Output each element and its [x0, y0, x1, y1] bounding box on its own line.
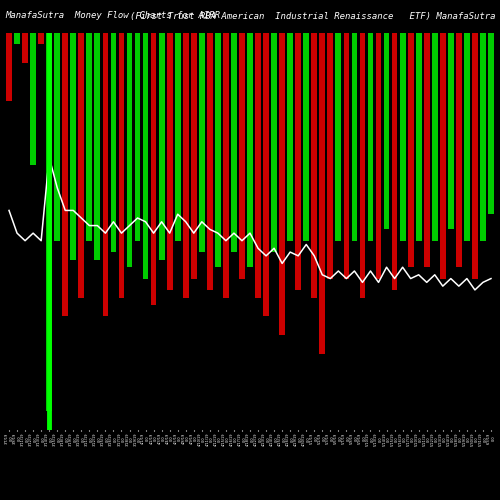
Bar: [472, 32, 478, 278]
Bar: [408, 32, 414, 267]
Bar: [456, 32, 462, 267]
Bar: [448, 32, 454, 230]
Bar: [328, 32, 333, 278]
Bar: [247, 32, 253, 267]
Bar: [46, 32, 52, 411]
Bar: [54, 32, 60, 240]
Bar: [175, 32, 180, 240]
Bar: [6, 32, 12, 100]
Bar: [118, 32, 124, 298]
Bar: [255, 32, 261, 298]
Bar: [223, 32, 229, 298]
Bar: [432, 32, 438, 240]
Bar: [239, 32, 245, 278]
Bar: [183, 32, 188, 298]
Bar: [384, 32, 390, 230]
Bar: [150, 32, 156, 305]
Bar: [62, 32, 68, 317]
Bar: [271, 32, 277, 252]
Bar: [70, 32, 76, 260]
Bar: [102, 32, 108, 317]
Bar: [279, 32, 285, 336]
Bar: [392, 32, 398, 290]
Bar: [263, 32, 269, 317]
Bar: [38, 32, 44, 44]
Bar: [167, 32, 172, 290]
Bar: [288, 32, 293, 240]
Bar: [207, 32, 212, 290]
Bar: [440, 32, 446, 278]
Bar: [22, 32, 28, 63]
Bar: [78, 32, 84, 298]
Bar: [400, 32, 406, 240]
Bar: [126, 32, 132, 267]
Bar: [296, 32, 301, 290]
Bar: [30, 32, 36, 165]
Bar: [199, 32, 204, 252]
Bar: [424, 32, 430, 267]
Bar: [464, 32, 470, 240]
Bar: [86, 32, 92, 240]
Bar: [158, 32, 164, 260]
Bar: [312, 32, 317, 298]
Bar: [480, 32, 486, 240]
Bar: [191, 32, 196, 278]
Bar: [134, 32, 140, 240]
Bar: [376, 32, 382, 278]
Bar: [14, 32, 20, 44]
Text: (First Trust RBA American  Industrial Renaissance   ETF) ManafaSutra: (First Trust RBA American Industrial Ren…: [130, 12, 495, 20]
Bar: [336, 32, 342, 240]
Bar: [110, 32, 116, 252]
Bar: [94, 32, 100, 260]
Bar: [320, 32, 325, 354]
Bar: [142, 32, 148, 278]
Bar: [344, 32, 349, 278]
Bar: [231, 32, 237, 252]
Bar: [488, 32, 494, 214]
Bar: [304, 32, 309, 240]
Bar: [215, 32, 221, 267]
Bar: [416, 32, 422, 240]
Bar: [368, 32, 374, 240]
Bar: [352, 32, 358, 240]
Bar: [360, 32, 366, 298]
Text: ManafaSutra  Money Flow  Charts for AIRR: ManafaSutra Money Flow Charts for AIRR: [5, 12, 220, 20]
